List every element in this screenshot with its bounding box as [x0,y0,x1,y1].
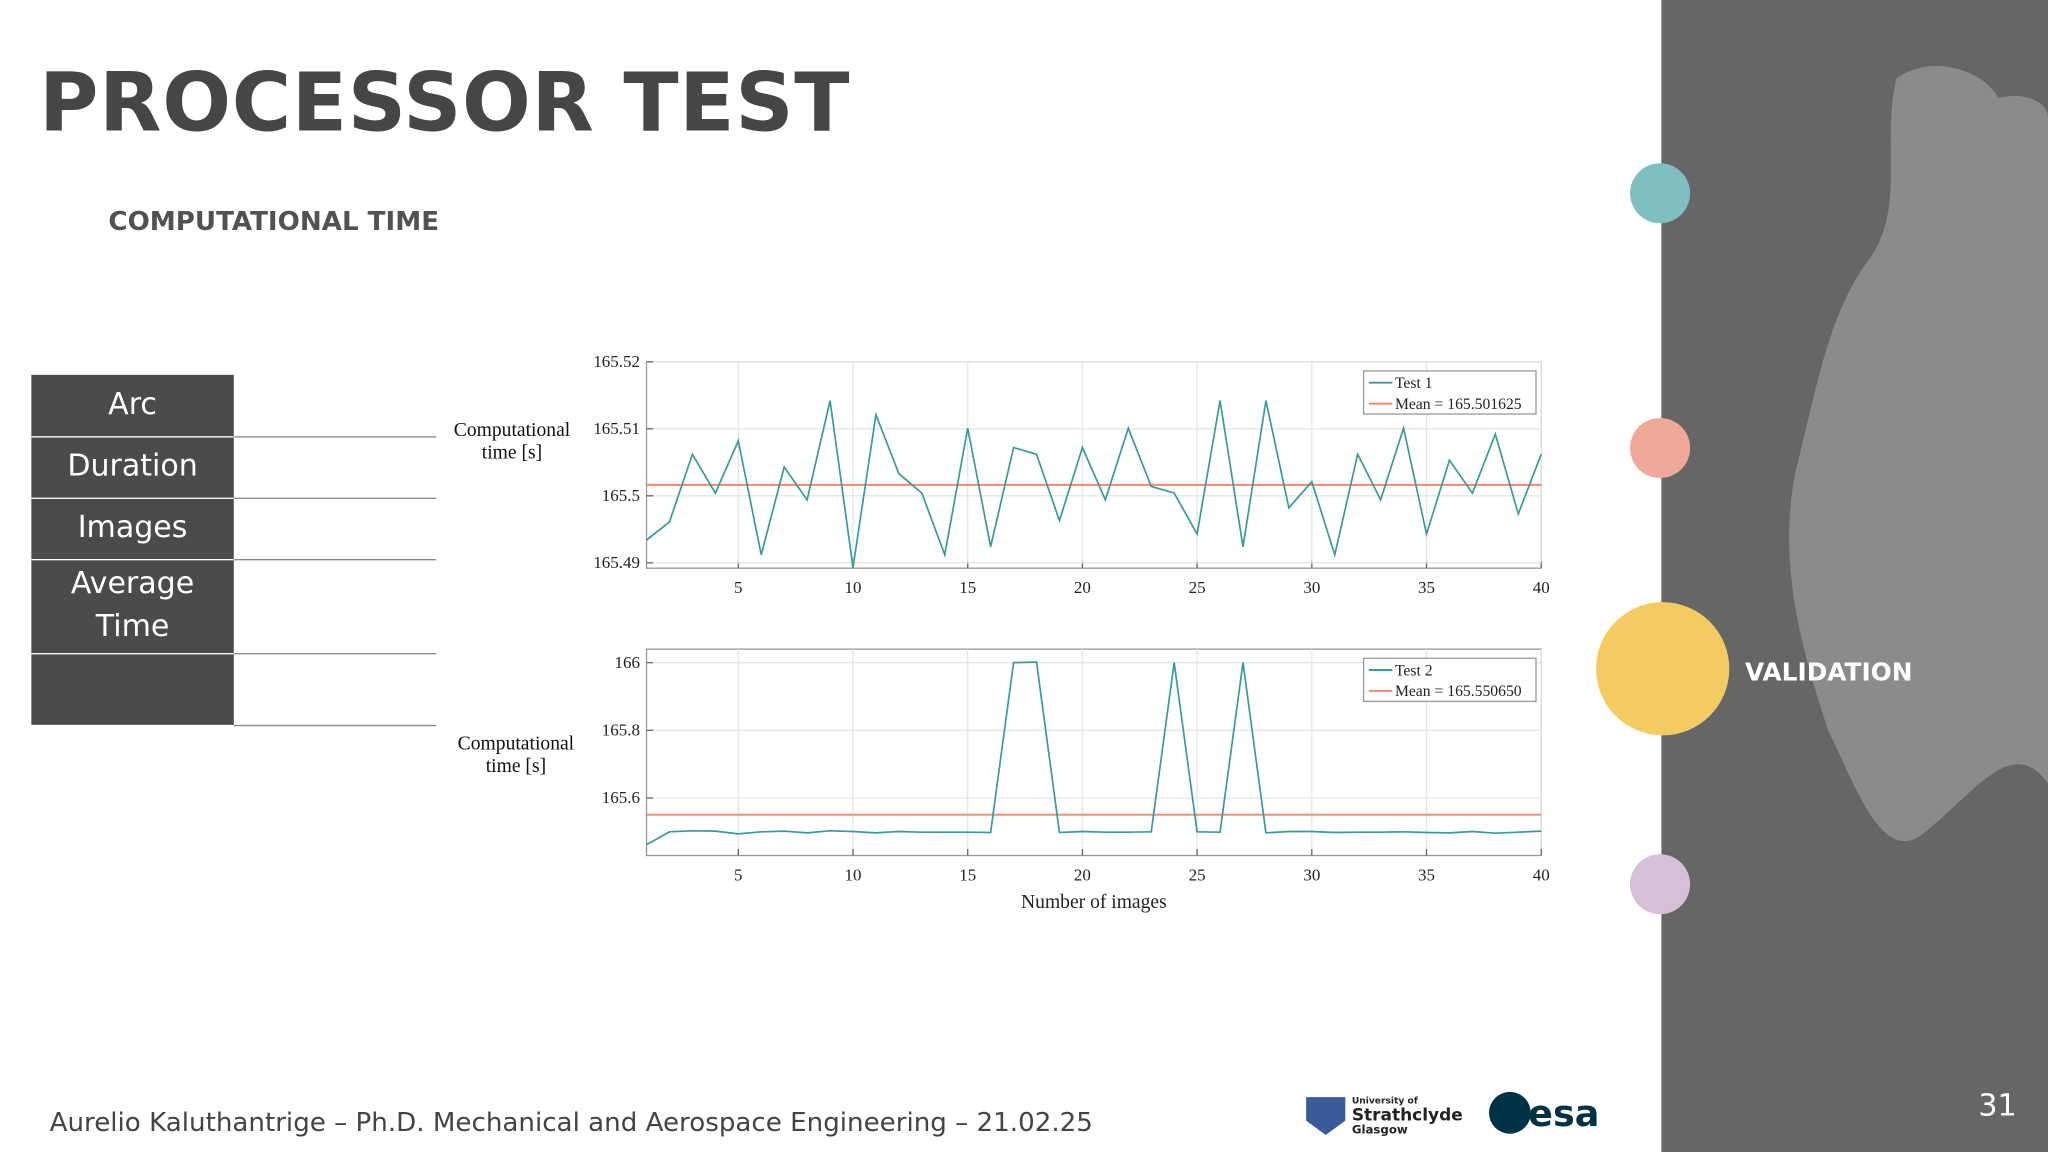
y-axis-label: Computational time [s] [457,734,575,778]
x-tick-label: 5 [734,865,742,884]
logo-shield [1306,1097,1346,1136]
y-tick-label: 166 [615,653,640,672]
legend-label: Mean = 165.501625 [1395,396,1522,413]
legend-box [1362,370,1537,415]
esa-logo: esa [1528,1092,1599,1135]
asteroid [1789,66,2048,842]
cell [31,653,234,726]
y-axis-label: Computational time [s] [453,420,571,464]
cell [233,653,437,726]
x-tick-label: 30 [1303,578,1320,597]
y-tick-label: 165.49 [593,553,640,572]
x-tick-label: 35 [1418,865,1435,884]
logo-text: University of [1352,1097,1419,1107]
title: PROCESSOR TEST [39,54,851,151]
page-number: 31 [1978,1088,2016,1123]
x-tick-label: 20 [1074,865,1091,884]
nav-dot [1630,163,1691,224]
x-tick-label: 10 [845,578,862,597]
x-tick-label: 5 [734,578,742,597]
x-tick-label: 35 [1418,578,1435,597]
x-tick-label: 25 [1189,578,1206,597]
x-tick-label: 40 [1533,865,1550,884]
y-tick-label: 165.6 [602,788,640,807]
legend-box [1362,657,1537,703]
logo-text: Glasgow [1352,1123,1408,1137]
x-tick-label: 40 [1533,578,1550,597]
charts: 5 10 15 20 25 30 35 40 165.49 165.5 165.51 165.52 Te… [593,352,1549,913]
x-axis-label: Number of images [1021,892,1167,913]
cell: Average Time [31,559,234,654]
subtitle: COMPUTATIONAL TIME [108,205,440,237]
x-tick-label: 10 [845,865,862,884]
y-tick-label: 165.52 [593,352,640,371]
cell [233,497,437,560]
x-tick-label: 15 [959,865,976,884]
y-tick-label: 165.8 [602,721,640,740]
cell: Arc [31,374,234,437]
cell [233,374,437,437]
section-label: VALIDATION [1745,657,1913,686]
y-tick-label: 165.5 [602,486,640,505]
data-line [646,400,1543,568]
y-tick-label: 165.51 [593,419,640,438]
esa-mark [1488,1091,1531,1134]
legend-label: Test 1 [1395,375,1433,392]
x-tick-label: 30 [1303,865,1320,884]
x-tick-label: 25 [1189,865,1206,884]
logo-text: Strathclyde [1352,1106,1463,1126]
x-tick-label: 20 [1074,578,1091,597]
table: Arc Duration Images Average Time [31,374,437,726]
nav-dot-active [1596,602,1730,736]
nav-dot [1630,417,1691,479]
nav-dot [1630,854,1691,915]
cell [233,559,437,654]
cell: Duration [31,436,234,499]
data-line [646,661,1542,846]
legend-label: Mean = 165.550650 [1395,683,1522,700]
cell [233,436,437,499]
footer: Aurelio Kaluthantrige – Ph.D. Mechanical… [49,1106,1093,1138]
cell: Images [31,497,234,560]
x-tick-label: 15 [959,578,976,597]
legend-label: Test 2 [1395,662,1433,679]
